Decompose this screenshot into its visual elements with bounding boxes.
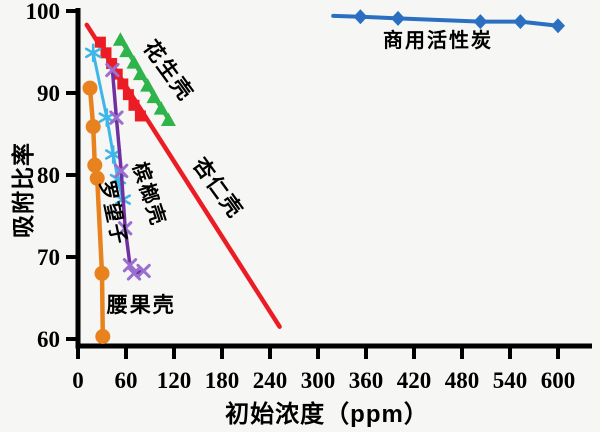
x-tick-label: 300 bbox=[301, 368, 336, 393]
data-point-marker bbox=[122, 89, 134, 101]
data-point-marker bbox=[122, 258, 138, 273]
series-label-peanut-shell: 花生壳 bbox=[138, 36, 198, 106]
data-point-marker bbox=[353, 9, 368, 25]
y-tick-label: 100 bbox=[26, 0, 61, 24]
x-tick-label: 180 bbox=[205, 368, 240, 393]
data-point-marker bbox=[551, 18, 565, 34]
x-tick-label: 540 bbox=[493, 368, 528, 393]
data-point-marker bbox=[89, 170, 105, 186]
data-point-marker bbox=[106, 57, 118, 69]
data-point-marker bbox=[132, 66, 148, 81]
data-point-marker bbox=[84, 47, 102, 59]
x-tick-label: 420 bbox=[397, 368, 432, 393]
data-point-marker bbox=[94, 265, 110, 281]
data-point-marker bbox=[153, 101, 169, 115]
x-tick-label: 480 bbox=[445, 368, 480, 393]
x-axis-title: 初始浓度（ppm） bbox=[225, 401, 429, 428]
data-point-marker bbox=[94, 36, 106, 48]
x-tick-label: 360 bbox=[349, 368, 384, 393]
series-areca-shell bbox=[105, 62, 151, 281]
y-tick-label: 60 bbox=[37, 327, 60, 352]
data-point-marker bbox=[112, 32, 128, 46]
data-point-marker bbox=[98, 112, 116, 123]
data-point-marker bbox=[140, 78, 156, 92]
data-point-marker bbox=[146, 89, 162, 104]
data-point-marker bbox=[105, 62, 120, 78]
data-point-marker bbox=[114, 163, 129, 179]
x-tick-label: 60 bbox=[115, 368, 138, 393]
data-point-marker bbox=[128, 99, 140, 111]
data-point-marker bbox=[473, 14, 488, 30]
x-tick-label: 0 bbox=[72, 368, 84, 393]
y-axis-title: 吸附比率 bbox=[10, 142, 36, 238]
data-point-marker bbox=[87, 157, 103, 173]
series-label-areca-shell: 槟榔壳 bbox=[128, 159, 171, 229]
x-tick-label: 120 bbox=[157, 368, 192, 393]
series-peanut-shell bbox=[112, 32, 176, 127]
x-tick-label: 240 bbox=[253, 368, 288, 393]
y-tick-label: 90 bbox=[37, 81, 60, 106]
data-point-marker bbox=[126, 55, 142, 69]
data-point-marker bbox=[95, 329, 111, 345]
data-point-marker bbox=[134, 110, 146, 122]
series-label-almond-shell: 杏仁壳 bbox=[188, 153, 248, 223]
data-point-marker bbox=[136, 263, 151, 279]
series-cashew-shell bbox=[82, 80, 111, 345]
data-point-marker bbox=[85, 119, 101, 135]
series-activated-carbon bbox=[331, 9, 565, 34]
data-point-marker bbox=[391, 10, 405, 26]
y-tick-label: 70 bbox=[37, 245, 60, 270]
data-point-marker bbox=[160, 112, 176, 127]
data-point-marker bbox=[126, 266, 142, 281]
data-point-marker bbox=[118, 221, 133, 236]
x-tick-label: 600 bbox=[541, 368, 576, 393]
series-label-cashew-shell: 腰果壳 bbox=[106, 294, 176, 317]
data-point-marker bbox=[100, 47, 112, 59]
data-point-marker bbox=[117, 78, 129, 90]
series-label-activated-carbon: 商用活性炭 bbox=[383, 28, 493, 52]
y-tick-label: 80 bbox=[37, 163, 60, 188]
data-point-marker bbox=[82, 80, 98, 96]
data-point-marker bbox=[513, 14, 528, 30]
data-point-marker bbox=[119, 43, 135, 58]
data-point-marker bbox=[109, 110, 124, 125]
